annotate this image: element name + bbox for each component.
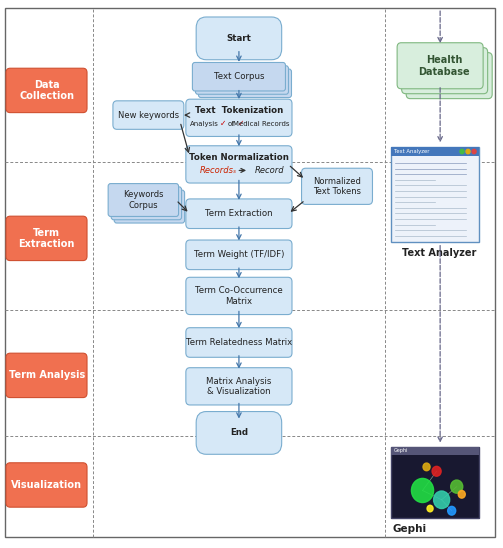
Text: Gephi: Gephi [392, 524, 426, 534]
FancyBboxPatch shape [195, 66, 288, 94]
Circle shape [423, 463, 430, 471]
Text: ✓: ✓ [220, 119, 226, 128]
FancyBboxPatch shape [6, 353, 87, 398]
Text: Gephi: Gephi [393, 448, 408, 453]
Text: Text Analyzer: Text Analyzer [393, 149, 429, 154]
Text: Health
Database: Health Database [418, 55, 470, 77]
Text: Normalized
Text Tokens: Normalized Text Tokens [313, 176, 361, 196]
FancyBboxPatch shape [391, 147, 479, 242]
Text: Analysis: Analysis [190, 121, 219, 127]
Circle shape [466, 150, 470, 154]
FancyBboxPatch shape [186, 199, 292, 229]
FancyBboxPatch shape [186, 277, 292, 315]
Text: Term Extraction: Term Extraction [205, 209, 273, 218]
Text: Data
Collection: Data Collection [19, 79, 74, 101]
Text: Keywords
Corpus: Keywords Corpus [123, 190, 163, 210]
FancyBboxPatch shape [113, 101, 184, 129]
FancyBboxPatch shape [301, 168, 372, 204]
FancyBboxPatch shape [397, 43, 483, 89]
Text: Term Analysis: Term Analysis [9, 370, 85, 380]
FancyBboxPatch shape [186, 146, 292, 183]
Text: Term Relatedness Matrix: Term Relatedness Matrix [186, 338, 292, 347]
Circle shape [451, 480, 463, 493]
Text: of: of [228, 121, 235, 127]
FancyBboxPatch shape [114, 190, 185, 223]
Circle shape [458, 490, 465, 498]
FancyBboxPatch shape [186, 99, 292, 136]
Text: Term Co-Occurrence
Matrix: Term Co-Occurrence Matrix [195, 286, 283, 306]
FancyBboxPatch shape [391, 447, 479, 518]
FancyBboxPatch shape [196, 17, 282, 60]
FancyBboxPatch shape [401, 48, 487, 94]
Circle shape [472, 150, 476, 154]
FancyBboxPatch shape [406, 53, 492, 99]
Text: Text  Tokenization: Text Tokenization [195, 106, 283, 115]
Text: Matrix Analysis
& Visualization: Matrix Analysis & Visualization [206, 376, 272, 396]
FancyBboxPatch shape [196, 412, 282, 454]
Text: End: End [230, 429, 248, 437]
FancyBboxPatch shape [6, 463, 87, 507]
Text: Text Corpus: Text Corpus [214, 72, 264, 81]
Text: Recordsₛ: Recordsₛ [200, 166, 237, 175]
FancyBboxPatch shape [111, 187, 182, 220]
Text: Visualization: Visualization [11, 480, 82, 490]
Circle shape [448, 506, 456, 515]
Text: Term
Extraction: Term Extraction [19, 227, 75, 249]
Text: ✓: ✓ [238, 119, 244, 128]
FancyBboxPatch shape [192, 62, 285, 91]
FancyBboxPatch shape [186, 240, 292, 270]
Text: Start: Start [226, 34, 252, 43]
FancyBboxPatch shape [108, 184, 179, 216]
Circle shape [434, 491, 450, 509]
Text: Record: Record [255, 166, 284, 175]
Circle shape [432, 466, 441, 476]
FancyBboxPatch shape [6, 68, 87, 113]
FancyBboxPatch shape [198, 69, 291, 98]
FancyBboxPatch shape [391, 447, 479, 455]
FancyBboxPatch shape [186, 368, 292, 405]
Text: Text Analyzer: Text Analyzer [402, 248, 476, 259]
Circle shape [427, 505, 433, 512]
FancyBboxPatch shape [6, 216, 87, 261]
FancyBboxPatch shape [5, 8, 495, 537]
Text: Term Weight (TF/IDF): Term Weight (TF/IDF) [194, 250, 284, 259]
Circle shape [460, 150, 464, 154]
Text: Medical Records: Medical Records [233, 121, 290, 127]
Circle shape [411, 478, 434, 503]
Text: Token Normalization: Token Normalization [189, 153, 289, 162]
FancyBboxPatch shape [391, 147, 479, 157]
Text: New keywords: New keywords [118, 111, 179, 119]
FancyBboxPatch shape [186, 328, 292, 357]
